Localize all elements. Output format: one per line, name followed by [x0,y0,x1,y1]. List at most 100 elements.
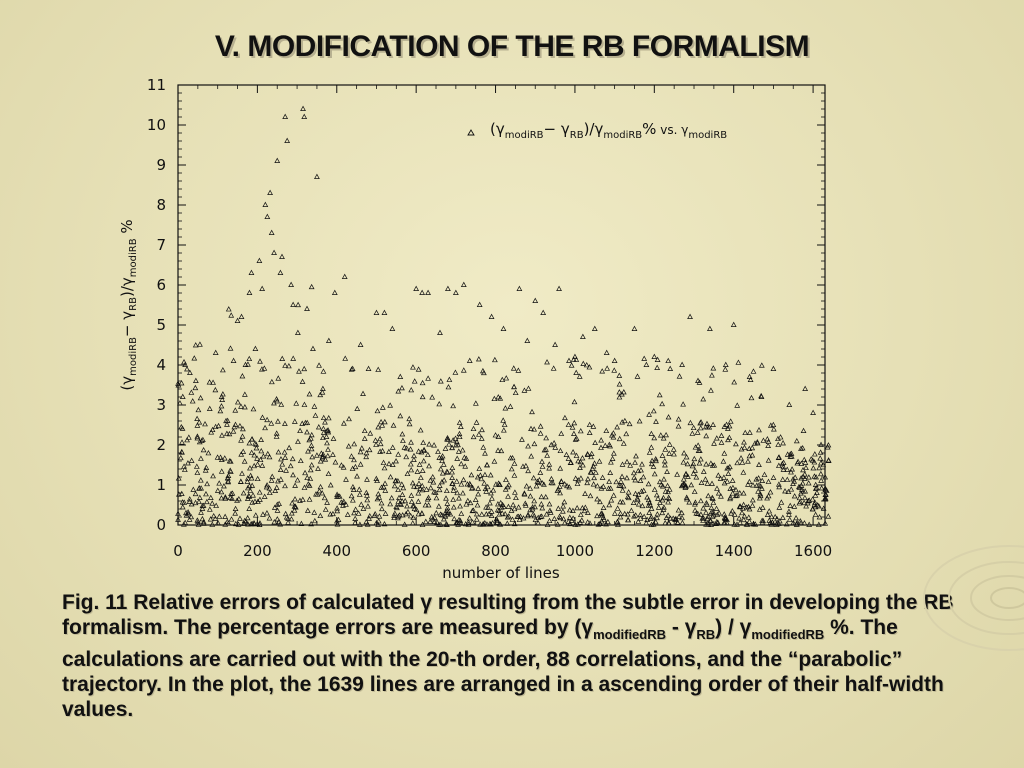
data-point [741,444,748,450]
data-point [634,495,641,501]
data-point [648,444,655,450]
data-point [229,490,236,496]
data-point [798,490,804,496]
data-point [743,521,750,527]
data-point [382,487,389,493]
data-point [812,481,819,487]
data-point [556,513,563,519]
data-point [697,456,704,462]
data-point [416,480,422,486]
data-point [379,447,386,454]
y-tick-label: 9 [156,156,166,174]
data-point [761,471,768,477]
data-point [349,497,356,503]
data-point [317,391,324,398]
data-point [208,429,215,435]
x-tick-label: 1400 [715,542,753,560]
data-point [655,504,662,510]
data-point [737,519,743,525]
data-point [579,462,586,468]
data-point [604,365,611,371]
data-point [537,430,544,436]
data-point [306,436,313,443]
data-point [679,519,686,526]
data-point [822,496,829,502]
data-point [765,442,772,448]
x-tick-label: 800 [481,542,510,560]
data-point [608,497,615,503]
data-point [224,430,230,436]
data-point [569,424,576,430]
data-point [572,436,579,442]
data-point [284,137,291,143]
data-point [721,450,728,456]
data-point [776,504,783,510]
data-point [806,497,813,503]
data-point [568,517,575,523]
data-point [305,448,311,454]
data-point [741,513,748,519]
data-point [317,458,324,464]
data-point [288,516,295,522]
data-point [401,444,408,450]
data-point [346,415,352,422]
data-point [238,451,245,457]
data-point [820,461,827,468]
data-point [688,481,695,488]
data-point [387,402,394,408]
data-point [311,517,318,524]
data-point [235,521,242,527]
data-point [320,451,327,457]
data-point [812,499,818,505]
data-point [646,411,653,417]
data-point [645,480,652,487]
data-point [570,356,577,362]
data-point [225,472,232,478]
data-point [361,427,368,434]
data-point [799,480,806,486]
data-point [240,448,247,454]
data-point [779,514,786,520]
data-point [474,502,481,508]
data-point [258,448,265,454]
data-point [196,485,203,491]
caption-part3: %. The calculations are carried out with… [62,616,944,722]
data-point [619,487,626,493]
data-point [202,467,209,473]
data-point [693,510,700,516]
data-point [257,496,263,502]
data-point [396,512,403,518]
y-tick-label: 6 [156,276,166,294]
data-point [730,484,736,490]
data-point [822,486,829,492]
data-point [426,441,433,447]
data-point [533,483,540,489]
data-point [416,461,423,467]
data-point [469,507,476,514]
data-point [234,399,241,405]
data-point [786,508,792,514]
data-point [466,357,473,363]
data-point [691,488,698,494]
data-point [232,520,239,527]
data-point [592,439,599,446]
data-point [788,486,795,492]
data-point [239,373,246,379]
data-point [282,113,289,119]
data-point [237,478,244,485]
data-point [382,480,388,486]
data-point [311,509,318,515]
data-point [254,475,261,482]
data-point [181,463,187,469]
data-point [586,421,593,428]
data-point [798,475,805,481]
data-point [682,483,689,489]
data-point [632,490,639,497]
data-point [228,312,235,318]
data-point [198,509,204,515]
data-point [421,447,427,453]
data-point [803,464,809,471]
data-point [395,388,402,394]
data-point [666,441,673,447]
data-point [199,436,206,443]
